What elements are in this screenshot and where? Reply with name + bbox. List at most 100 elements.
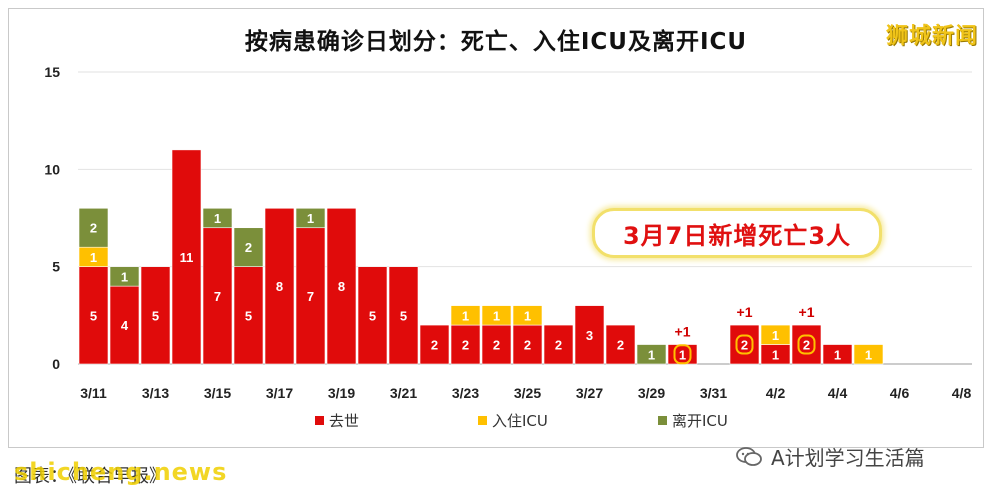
y-tick-label: 15 <box>44 64 60 80</box>
chart-legend: 去世 入住ICU 离开ICU <box>0 410 992 434</box>
bar-value-label: 1 <box>648 347 655 362</box>
circled-value-ring <box>797 334 816 355</box>
bar-value-label: 1 <box>524 308 531 323</box>
bar-death <box>543 324 574 365</box>
bar-icu-in <box>512 305 543 326</box>
wechat-account: A计划学习生活篇 <box>735 442 925 471</box>
legend-label-death: 去世 <box>329 412 360 430</box>
bar-value-label: 5 <box>90 308 97 323</box>
brand-logo: 狮城新闻 <box>885 24 978 49</box>
x-tick-label: 3/21 <box>390 385 417 401</box>
y-tick-label: 0 <box>52 356 60 372</box>
bar-icu-out <box>78 207 109 248</box>
site-watermark: shicheng.news <box>14 458 228 486</box>
x-tick-label: 3/17 <box>266 385 293 401</box>
x-tick-label: 4/2 <box>766 385 786 401</box>
x-tick-label: 3/25 <box>514 385 541 401</box>
bar-icu-out <box>202 207 233 229</box>
bar-icu-out <box>295 207 326 229</box>
bar-value-label: 2 <box>741 338 748 353</box>
bar-value-label: 1 <box>493 308 500 323</box>
x-tick-label: 3/23 <box>452 385 479 401</box>
bar-death <box>78 266 109 365</box>
bar-icu-in <box>481 305 512 326</box>
bar-value-label: 5 <box>245 308 252 323</box>
bar-icu-out <box>636 344 667 365</box>
bar-value-label: 2 <box>90 221 97 236</box>
bar-value-label: 7 <box>307 289 314 304</box>
bar-value-label: 11 <box>180 250 194 265</box>
x-tick-label: 3/11 <box>80 385 107 401</box>
legend-swatch-icu-in <box>478 416 487 425</box>
bar-death <box>109 285 140 365</box>
bar-death <box>264 207 295 365</box>
legend-item-icu-out: 离开ICU <box>658 410 728 431</box>
bar-death <box>729 324 760 365</box>
x-tick-label: 4/8 <box>952 385 972 401</box>
bar-value-label: 3 <box>586 328 593 343</box>
bar-death <box>357 266 388 365</box>
bar-value-label: 1 <box>214 211 221 226</box>
bar-death <box>574 305 605 365</box>
chart-source: 图表：《联合早报》 <box>14 466 167 487</box>
chart-bars <box>78 149 884 365</box>
y-axis-ticks: 0 5 10 15 <box>44 64 60 372</box>
bar-value-label: 1 <box>307 211 314 226</box>
bar-death <box>419 324 450 365</box>
bar-value-label: 2 <box>431 338 438 353</box>
x-tick-label: 3/27 <box>576 385 603 401</box>
bar-value-label: 8 <box>338 279 345 294</box>
bar-value-label: 2 <box>524 338 531 353</box>
bar-value-label: 5 <box>369 308 376 323</box>
wechat-icon <box>735 446 763 468</box>
bar-death <box>791 324 822 365</box>
legend-item-death: 去世 <box>315 410 359 431</box>
bar-value-label: 2 <box>803 338 810 353</box>
x-tick-label: 3/15 <box>204 385 231 401</box>
x-axis-ticks: 3/11 3/13 3/15 3/17 3/19 3/21 3/23 3/25 3/27 3/29… <box>80 385 971 401</box>
legend-label-icu-out: 离开ICU <box>672 412 728 430</box>
plus-one-annotation: +1 <box>799 304 815 320</box>
bar-icu-in <box>853 344 884 365</box>
bar-value-label: 2 <box>617 338 624 353</box>
bar-death <box>233 266 264 365</box>
circled-value-ring <box>735 334 754 355</box>
plus-one-annotation: +1 <box>737 304 753 320</box>
bar-value-label: 1 <box>834 347 841 362</box>
bar-value-label: 1 <box>121 269 128 284</box>
chart-annotations: +1 +1 +1 <box>673 304 816 365</box>
x-tick-label: 4/4 <box>828 385 848 401</box>
bar-value-label: 2 <box>555 338 562 353</box>
bar-value-label: 5 <box>400 308 407 323</box>
y-tick-label: 10 <box>44 161 60 177</box>
bar-death <box>822 344 853 365</box>
legend-item-icu-in: 入住ICU <box>478 410 548 431</box>
bar-value-label: 1 <box>865 347 872 362</box>
bar-death <box>605 324 636 365</box>
bar-death <box>140 266 171 365</box>
x-tick-label: 3/29 <box>638 385 665 401</box>
bar-value-label: 2 <box>462 338 469 353</box>
bar-value-label: 8 <box>276 279 283 294</box>
bar-value-label: 2 <box>493 338 500 353</box>
x-tick-label: 3/13 <box>142 385 169 401</box>
circled-value-ring <box>673 344 692 365</box>
bar-death <box>326 207 357 365</box>
bar-value-label: 1 <box>772 328 779 343</box>
bar-icu-out <box>109 266 140 287</box>
bar-death <box>202 227 233 365</box>
bar-value-label: 5 <box>152 308 159 323</box>
plus-one-annotation: +1 <box>675 324 691 340</box>
x-tick-label: 3/19 <box>328 385 355 401</box>
chart-title: 按病患确诊日划分：死亡、入住ICU及离开ICU <box>244 29 748 55</box>
bar-value-label: 1 <box>679 347 686 362</box>
bar-icu-in <box>760 324 791 345</box>
y-tick-label: 5 <box>52 259 60 275</box>
legend-label-icu-in: 入住ICU <box>492 412 548 430</box>
x-tick-label: 4/6 <box>890 385 910 401</box>
wechat-account-name: A计划学习生活篇 <box>771 446 925 470</box>
legend-swatch-icu-out <box>658 416 667 425</box>
bar-death <box>171 149 202 365</box>
